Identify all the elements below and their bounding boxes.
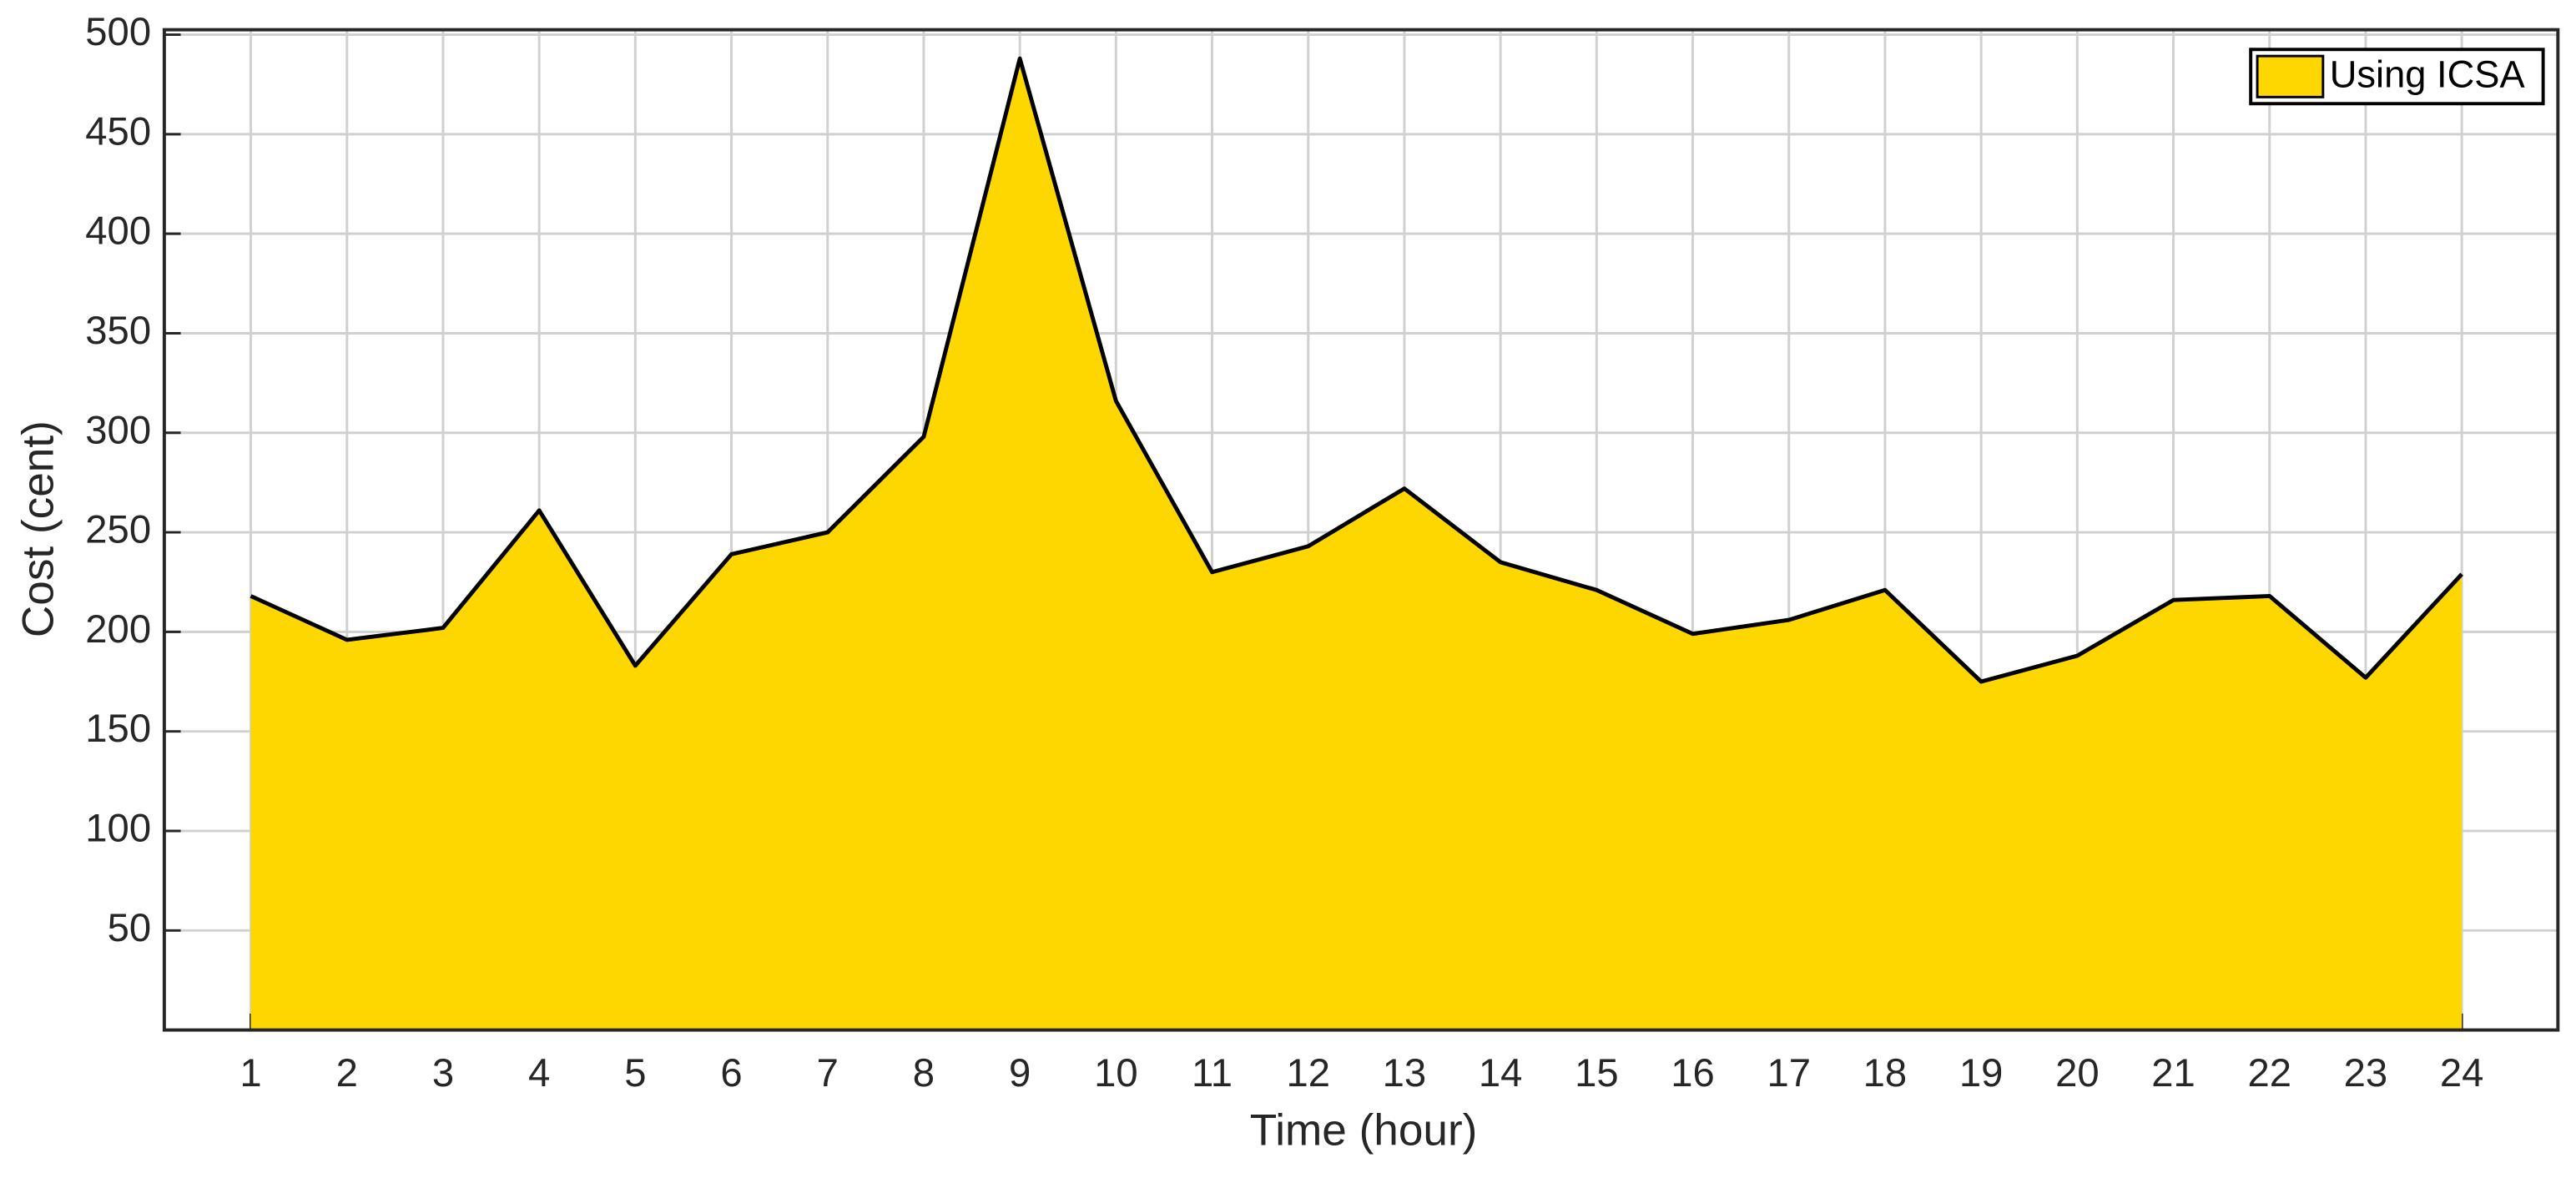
x-tick-label: 9: [1009, 1051, 1031, 1095]
x-tick-label: 22: [2247, 1051, 2291, 1095]
y-tick-label: 200: [85, 607, 151, 652]
y-tick-label: 100: [85, 806, 151, 850]
area: [250, 58, 2463, 1030]
x-tick-label: 4: [528, 1051, 550, 1095]
x-tick-label: 14: [1479, 1051, 1523, 1095]
legend-swatch: [2256, 54, 2325, 98]
x-tick-label: 13: [1383, 1051, 1427, 1095]
x-tick-label: 1: [239, 1051, 261, 1095]
y-tick-label: 400: [85, 209, 151, 254]
x-tick-label: 7: [817, 1051, 839, 1095]
legend-label: Using ICSA: [2330, 53, 2526, 96]
x-tick-label: 15: [1575, 1051, 1619, 1095]
y-tick-label: 500: [85, 10, 151, 54]
x-tick-label: 12: [1286, 1051, 1330, 1095]
x-tick-label: 8: [913, 1051, 935, 1095]
x-tick-label: 20: [2055, 1051, 2100, 1095]
y-tick-label: 50: [108, 906, 152, 950]
x-tick-label: 5: [624, 1051, 646, 1095]
y-tick-label: 150: [85, 707, 151, 751]
x-tick-label: 10: [1094, 1051, 1138, 1095]
x-tick-label: 2: [336, 1051, 358, 1095]
y-tick-label: 450: [85, 109, 151, 154]
x-tick-label: 6: [720, 1051, 742, 1095]
y-axis-label: Cost (cent): [13, 420, 63, 637]
area-outline: [250, 56, 2463, 684]
x-tick-label: 11: [1192, 1051, 1233, 1095]
x-tick-label: 24: [2440, 1051, 2484, 1095]
x-tick-label: 16: [1671, 1051, 1715, 1095]
x-tick-label: 19: [1959, 1051, 2004, 1095]
x-tick-label: 17: [1767, 1051, 1811, 1095]
x-tick-label: 18: [1863, 1051, 1908, 1095]
y-tick-label: 250: [85, 508, 151, 552]
plot-frame: [162, 28, 2560, 1032]
y-tick-label: 300: [85, 408, 151, 452]
x-tick-label: 3: [432, 1051, 454, 1095]
y-tick-label: 350: [85, 309, 151, 353]
x-tick-label: 21: [2151, 1051, 2195, 1095]
x-tick-label: 23: [2344, 1051, 2388, 1095]
x-axis-label: Time (hour): [1250, 1106, 1478, 1155]
